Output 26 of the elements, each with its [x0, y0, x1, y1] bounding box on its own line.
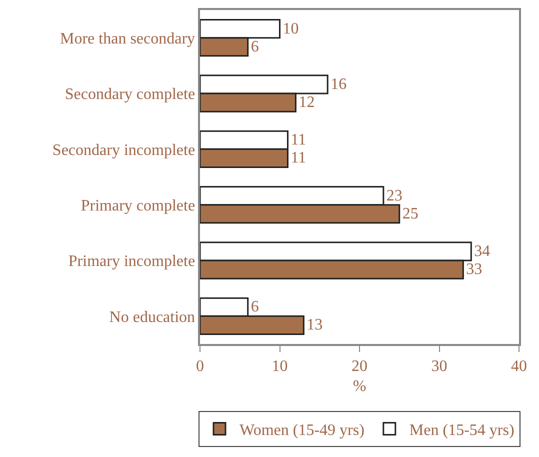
data-label: 11 — [290, 150, 306, 167]
legend-label: Men (15-54 yrs) — [409, 422, 514, 439]
x-tick-label: 10 — [272, 358, 288, 375]
y-tick-label: Secondary incomplete — [52, 142, 196, 159]
data-label: 6 — [250, 298, 259, 316]
data-label: 6 — [250, 38, 259, 56]
x-tick-label: 40 — [511, 358, 527, 375]
data-label: 10 — [282, 20, 299, 38]
x-tick-label: 20 — [352, 358, 368, 375]
data-label: 16 — [330, 76, 347, 93]
data-label: 23 — [386, 187, 402, 204]
x-tick-label: 0 — [196, 358, 204, 375]
y-tick-label: No education — [109, 308, 196, 326]
data-label: 13 — [306, 316, 323, 334]
y-tick-label: Primary complete — [80, 197, 196, 214]
y-tick-label: Primary incomplete — [68, 253, 196, 270]
y-tick-label: Secondary complete — [64, 86, 196, 104]
data-label: 25 — [402, 205, 418, 222]
x-tick-label: 30 — [431, 358, 448, 375]
y-tick-label: More than secondary — [60, 30, 196, 48]
data-label: 33 — [466, 261, 482, 278]
data-label: 11 — [290, 132, 306, 149]
data-label: 12 — [298, 94, 315, 112]
data-label: 34 — [474, 242, 490, 260]
x-axis-title: % — [352, 378, 366, 396]
legend-label: Women (15-49 yrs) — [240, 422, 364, 439]
